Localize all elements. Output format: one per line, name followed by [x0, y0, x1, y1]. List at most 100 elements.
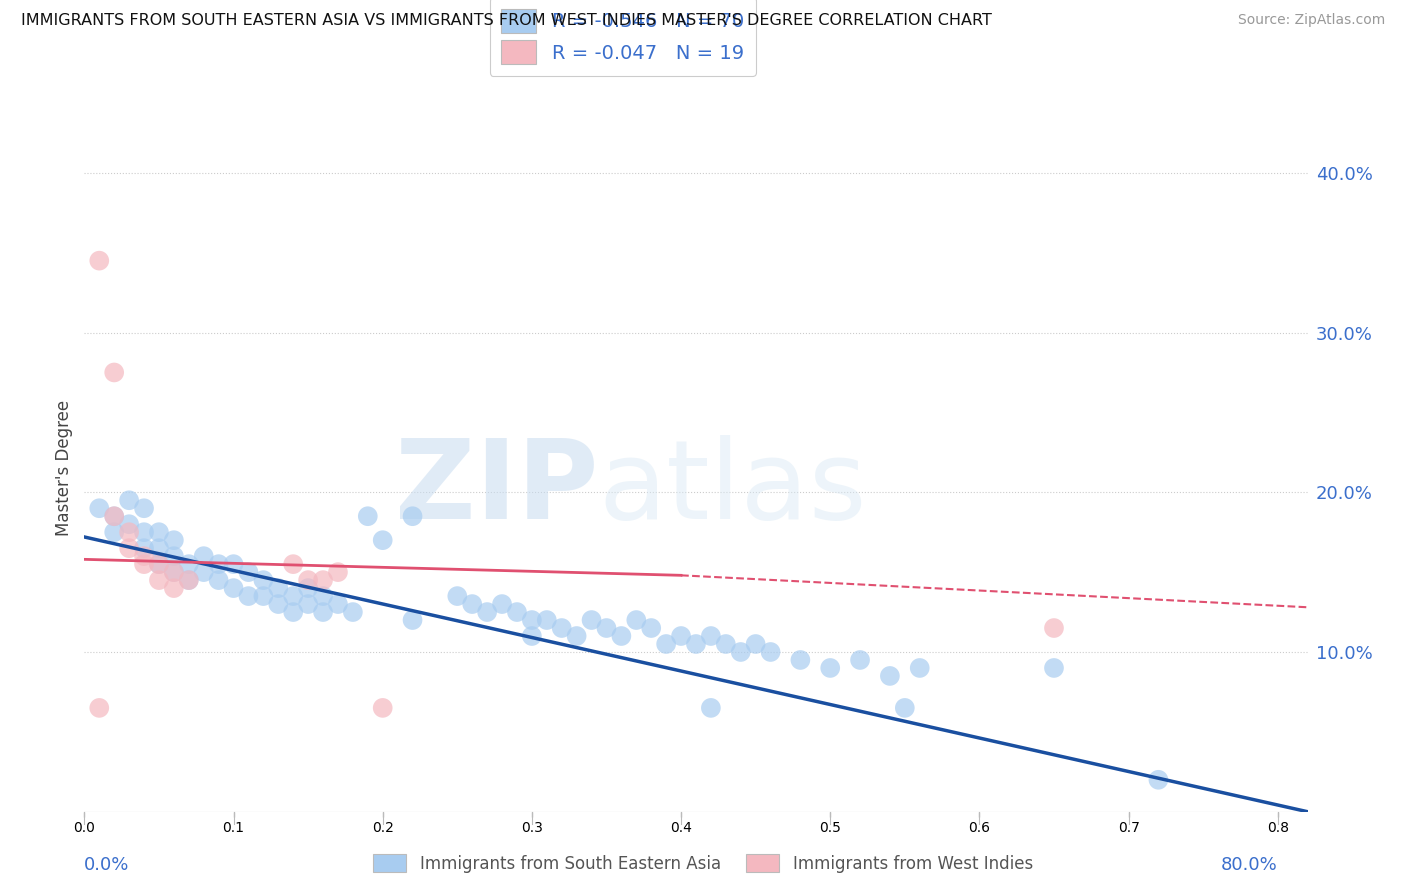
Y-axis label: Master's Degree: Master's Degree [55, 401, 73, 536]
Point [193, 565, 215, 579]
Text: IMMIGRANTS FROM SOUTH EASTERN ASIA VS IMMIGRANTS FROM WEST INDIES MASTER'S DEGRE: IMMIGRANTS FROM SOUTH EASTERN ASIA VS IM… [21, 13, 993, 29]
Point [1043, 621, 1066, 635]
Point [148, 525, 170, 540]
Point [581, 613, 603, 627]
Point [252, 573, 274, 587]
Point [297, 573, 319, 587]
Point [714, 637, 737, 651]
Point [238, 565, 260, 579]
Point [89, 701, 111, 715]
Point [118, 541, 141, 556]
Point [536, 613, 558, 627]
Point [744, 637, 766, 651]
Point [610, 629, 633, 643]
Text: 0.0%: 0.0% [84, 856, 129, 874]
Point [849, 653, 872, 667]
Point [177, 573, 200, 587]
Point [252, 589, 274, 603]
Point [342, 605, 364, 619]
Point [357, 509, 380, 524]
Point [818, 661, 841, 675]
Text: ZIP: ZIP [395, 435, 598, 542]
Point [446, 589, 468, 603]
Text: 80.0%: 80.0% [1220, 856, 1278, 874]
Point [371, 533, 394, 548]
Point [475, 605, 498, 619]
Point [283, 605, 305, 619]
Point [297, 597, 319, 611]
Point [326, 565, 349, 579]
Point [908, 661, 931, 675]
Point [207, 557, 229, 571]
Point [879, 669, 901, 683]
Point [148, 541, 170, 556]
Point [222, 557, 245, 571]
Point [103, 525, 125, 540]
Legend: R = -0.546   N = 70, R = -0.047   N = 19: R = -0.546 N = 70, R = -0.047 N = 19 [489, 0, 755, 76]
Point [103, 509, 125, 524]
Point [655, 637, 678, 651]
Point [267, 597, 290, 611]
Point [283, 589, 305, 603]
Point [148, 557, 170, 571]
Point [401, 613, 423, 627]
Text: Source: ZipAtlas.com: Source: ZipAtlas.com [1237, 13, 1385, 28]
Point [312, 605, 335, 619]
Point [283, 557, 305, 571]
Point [132, 525, 155, 540]
Point [685, 637, 707, 651]
Point [132, 557, 155, 571]
Point [565, 629, 588, 643]
Point [238, 589, 260, 603]
Point [595, 621, 617, 635]
Point [163, 533, 186, 548]
Point [148, 573, 170, 587]
Point [626, 613, 648, 627]
Point [89, 253, 111, 268]
Point [148, 557, 170, 571]
Legend: Immigrants from South Eastern Asia, Immigrants from West Indies: Immigrants from South Eastern Asia, Immi… [367, 847, 1039, 880]
Point [132, 549, 155, 563]
Point [207, 573, 229, 587]
Point [520, 629, 543, 643]
Point [177, 557, 200, 571]
Point [103, 509, 125, 524]
Point [371, 701, 394, 715]
Point [222, 581, 245, 595]
Text: atlas: atlas [598, 435, 866, 542]
Point [177, 573, 200, 587]
Point [506, 605, 529, 619]
Point [700, 701, 723, 715]
Point [640, 621, 662, 635]
Point [132, 541, 155, 556]
Point [551, 621, 574, 635]
Point [163, 565, 186, 579]
Point [103, 366, 125, 380]
Point [759, 645, 782, 659]
Point [491, 597, 513, 611]
Point [312, 573, 335, 587]
Point [163, 565, 186, 579]
Point [520, 613, 543, 627]
Point [894, 701, 917, 715]
Point [163, 549, 186, 563]
Point [326, 597, 349, 611]
Point [461, 597, 484, 611]
Point [312, 589, 335, 603]
Point [789, 653, 811, 667]
Point [297, 581, 319, 595]
Point [132, 501, 155, 516]
Point [267, 581, 290, 595]
Point [163, 581, 186, 595]
Point [730, 645, 752, 659]
Point [118, 525, 141, 540]
Point [700, 629, 723, 643]
Point [401, 509, 423, 524]
Point [118, 493, 141, 508]
Point [193, 549, 215, 563]
Point [669, 629, 692, 643]
Point [118, 517, 141, 532]
Point [89, 501, 111, 516]
Point [1043, 661, 1066, 675]
Point [1147, 772, 1170, 787]
